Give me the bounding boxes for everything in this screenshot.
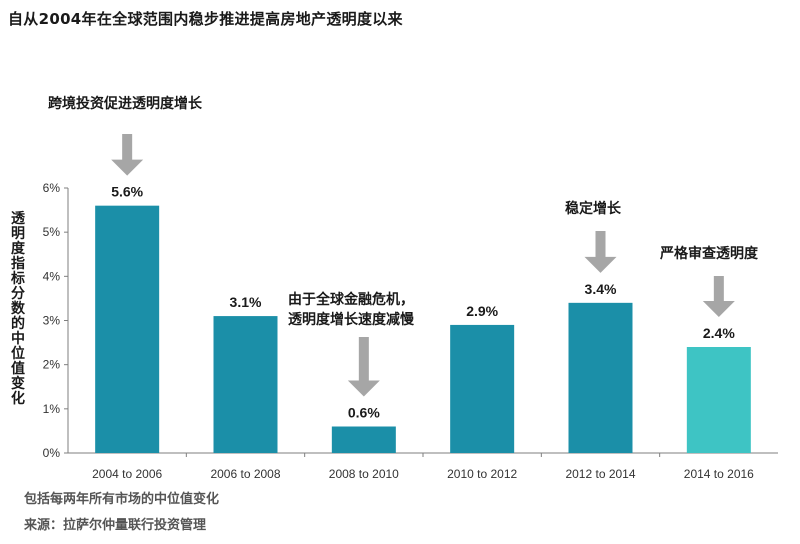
y-tick-label: 1% <box>43 402 61 416</box>
bar-data-label: 3.1% <box>230 294 262 310</box>
annotation-financial-crisis: 由于全球金融危机， 透明度增长速度减慢 <box>288 292 414 328</box>
x-tick-label: 2012 to 2014 <box>565 467 635 481</box>
y-tick-label: 0% <box>43 446 61 460</box>
y-axis-label: 透明度指标分数的中位值变化 <box>11 211 25 407</box>
bar-data-label: 2.9% <box>466 303 498 319</box>
bar <box>450 324 515 453</box>
x-axis: 2004 to 2006 2006 to 2008 2008 to 2010 2010… <box>68 452 778 481</box>
y-axis: 0% 1% 2% 3% 4% 5% 6% <box>43 181 69 460</box>
footnote: 包括每两年所有市场的中位值变化 <box>24 492 220 507</box>
bar <box>95 205 160 453</box>
annotation-arrows <box>111 134 735 397</box>
bar <box>568 302 633 453</box>
bar-data-label: 0.6% <box>348 405 380 421</box>
bar <box>686 347 751 453</box>
bar <box>213 316 278 453</box>
x-tick-label: 2008 to 2010 <box>329 467 399 481</box>
y-tick-label: 6% <box>43 181 61 195</box>
y-tick-label: 4% <box>43 269 61 283</box>
y-tick-label: 2% <box>43 358 61 372</box>
down-arrow-icon <box>702 276 735 317</box>
down-arrow-icon <box>347 337 380 397</box>
chart-title: 自从2004年在全球范围内稳步推进提高房地产透明度以来 <box>8 10 403 28</box>
bar-data-label: 2.4% <box>703 325 735 341</box>
bar-data-label: 5.6% <box>111 184 143 200</box>
annotation-steady-growth: 稳定增长 <box>565 201 621 217</box>
down-arrow-icon <box>584 231 617 273</box>
y-tick-label: 3% <box>43 314 61 328</box>
source-note: 来源：拉萨尔仲量联行投资管理 <box>24 518 207 533</box>
bar <box>331 426 396 453</box>
bars: 5.6% 3.1% 0.6% 2.9% 3.4% 2.4% <box>95 184 751 453</box>
x-tick-label: 2006 to 2008 <box>210 467 280 481</box>
down-arrow-icon <box>111 134 144 176</box>
annotation-cross-border: 跨境投资促进透明度增长 <box>48 96 202 112</box>
bar-data-label: 3.4% <box>585 281 617 297</box>
x-tick-label: 2004 to 2006 <box>92 467 162 481</box>
y-tick-label: 5% <box>43 225 61 239</box>
annotation-strict-review: 严格审查透明度 <box>660 246 758 262</box>
x-tick-label: 2014 to 2016 <box>684 467 754 481</box>
x-tick-label: 2010 to 2012 <box>447 467 517 481</box>
